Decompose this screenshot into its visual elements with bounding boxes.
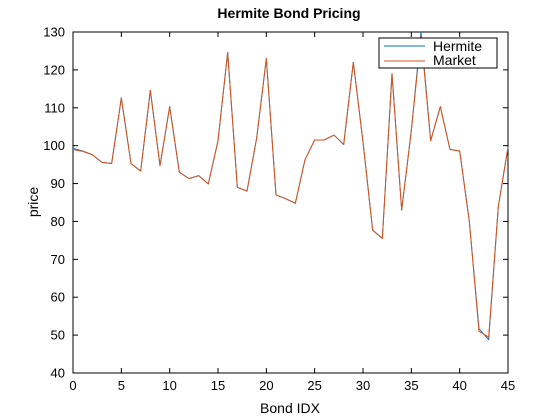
x-tick-label: 0	[69, 378, 76, 393]
x-tick-label: 10	[162, 378, 176, 393]
series-layer	[72, 31, 509, 341]
x-tick-label: 35	[404, 378, 418, 393]
legend-label-market: Market	[433, 52, 476, 68]
y-tick-label: 60	[51, 290, 65, 305]
x-tick-label: 45	[501, 378, 515, 393]
x-tick-label: 15	[211, 378, 225, 393]
y-tick-label: 80	[51, 214, 65, 229]
y-tick-label: 70	[51, 252, 65, 267]
legend-box	[378, 37, 498, 69]
y-tick-label: 50	[51, 328, 65, 343]
y-tick-label: 130	[43, 25, 65, 40]
y-axis-label: price	[25, 187, 41, 218]
legend: Hermite Market	[378, 37, 498, 69]
y-tick-label: 90	[51, 176, 65, 191]
y-tick-label: 100	[43, 138, 65, 153]
y-tick-label: 40	[51, 366, 65, 381]
chart-title: Hermite Bond Pricing	[217, 5, 360, 21]
x-axis-label: Bond IDX	[260, 400, 321, 416]
tick-layer: 0 5 10 15 20 25 30 35 40 45 40 50 60 70 80 90 100 110 120 1…	[43, 25, 515, 394]
y-tick-label: 120	[43, 62, 65, 77]
legend-label-hermite: Hermite	[433, 38, 482, 54]
series-line-market	[72, 35, 509, 338]
x-tick-label: 5	[118, 378, 125, 393]
x-tick-label: 20	[259, 378, 273, 393]
x-tick-label: 30	[356, 378, 370, 393]
x-tick-label: 25	[307, 378, 321, 393]
x-tick-label: 40	[452, 378, 466, 393]
y-tick-label: 110	[44, 100, 65, 115]
plot-area	[72, 31, 509, 374]
